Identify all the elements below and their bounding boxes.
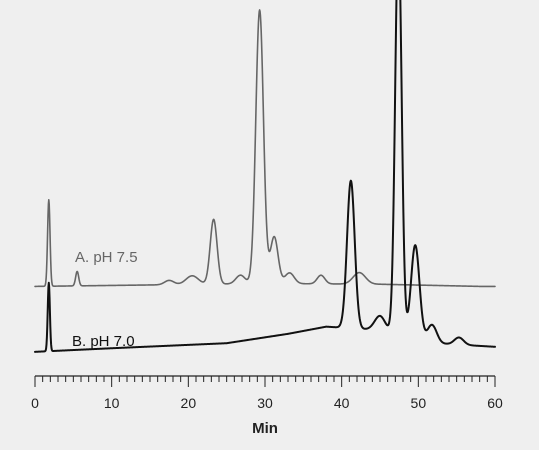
x-tick-label: 0 bbox=[31, 395, 39, 411]
x-tick-label: 30 bbox=[257, 395, 273, 411]
x-tick-label: 60 bbox=[487, 395, 503, 411]
x-tick-label: 50 bbox=[411, 395, 427, 411]
series-line-ph-7-5 bbox=[34, 9, 496, 288]
x-tick-label: 20 bbox=[181, 395, 197, 411]
x-axis: 0 10 20 30 40 50 60 Min bbox=[31, 375, 503, 437]
x-tick-label: 10 bbox=[104, 395, 120, 411]
plot-layer: A. pH 7.5 B. pH 7.0 bbox=[34, 0, 496, 353]
x-axis-title: Min bbox=[252, 420, 278, 437]
series-label-ph-7-5: A. pH 7.5 bbox=[75, 249, 138, 266]
series-line-ph-7-0 bbox=[34, 0, 496, 353]
x-axis-ticks bbox=[34, 376, 496, 387]
x-tick-label: 40 bbox=[334, 395, 350, 411]
x-axis-tick-labels: 0 10 20 30 40 50 60 bbox=[31, 395, 503, 411]
series-label-ph-7-0: B. pH 7.0 bbox=[72, 333, 135, 350]
